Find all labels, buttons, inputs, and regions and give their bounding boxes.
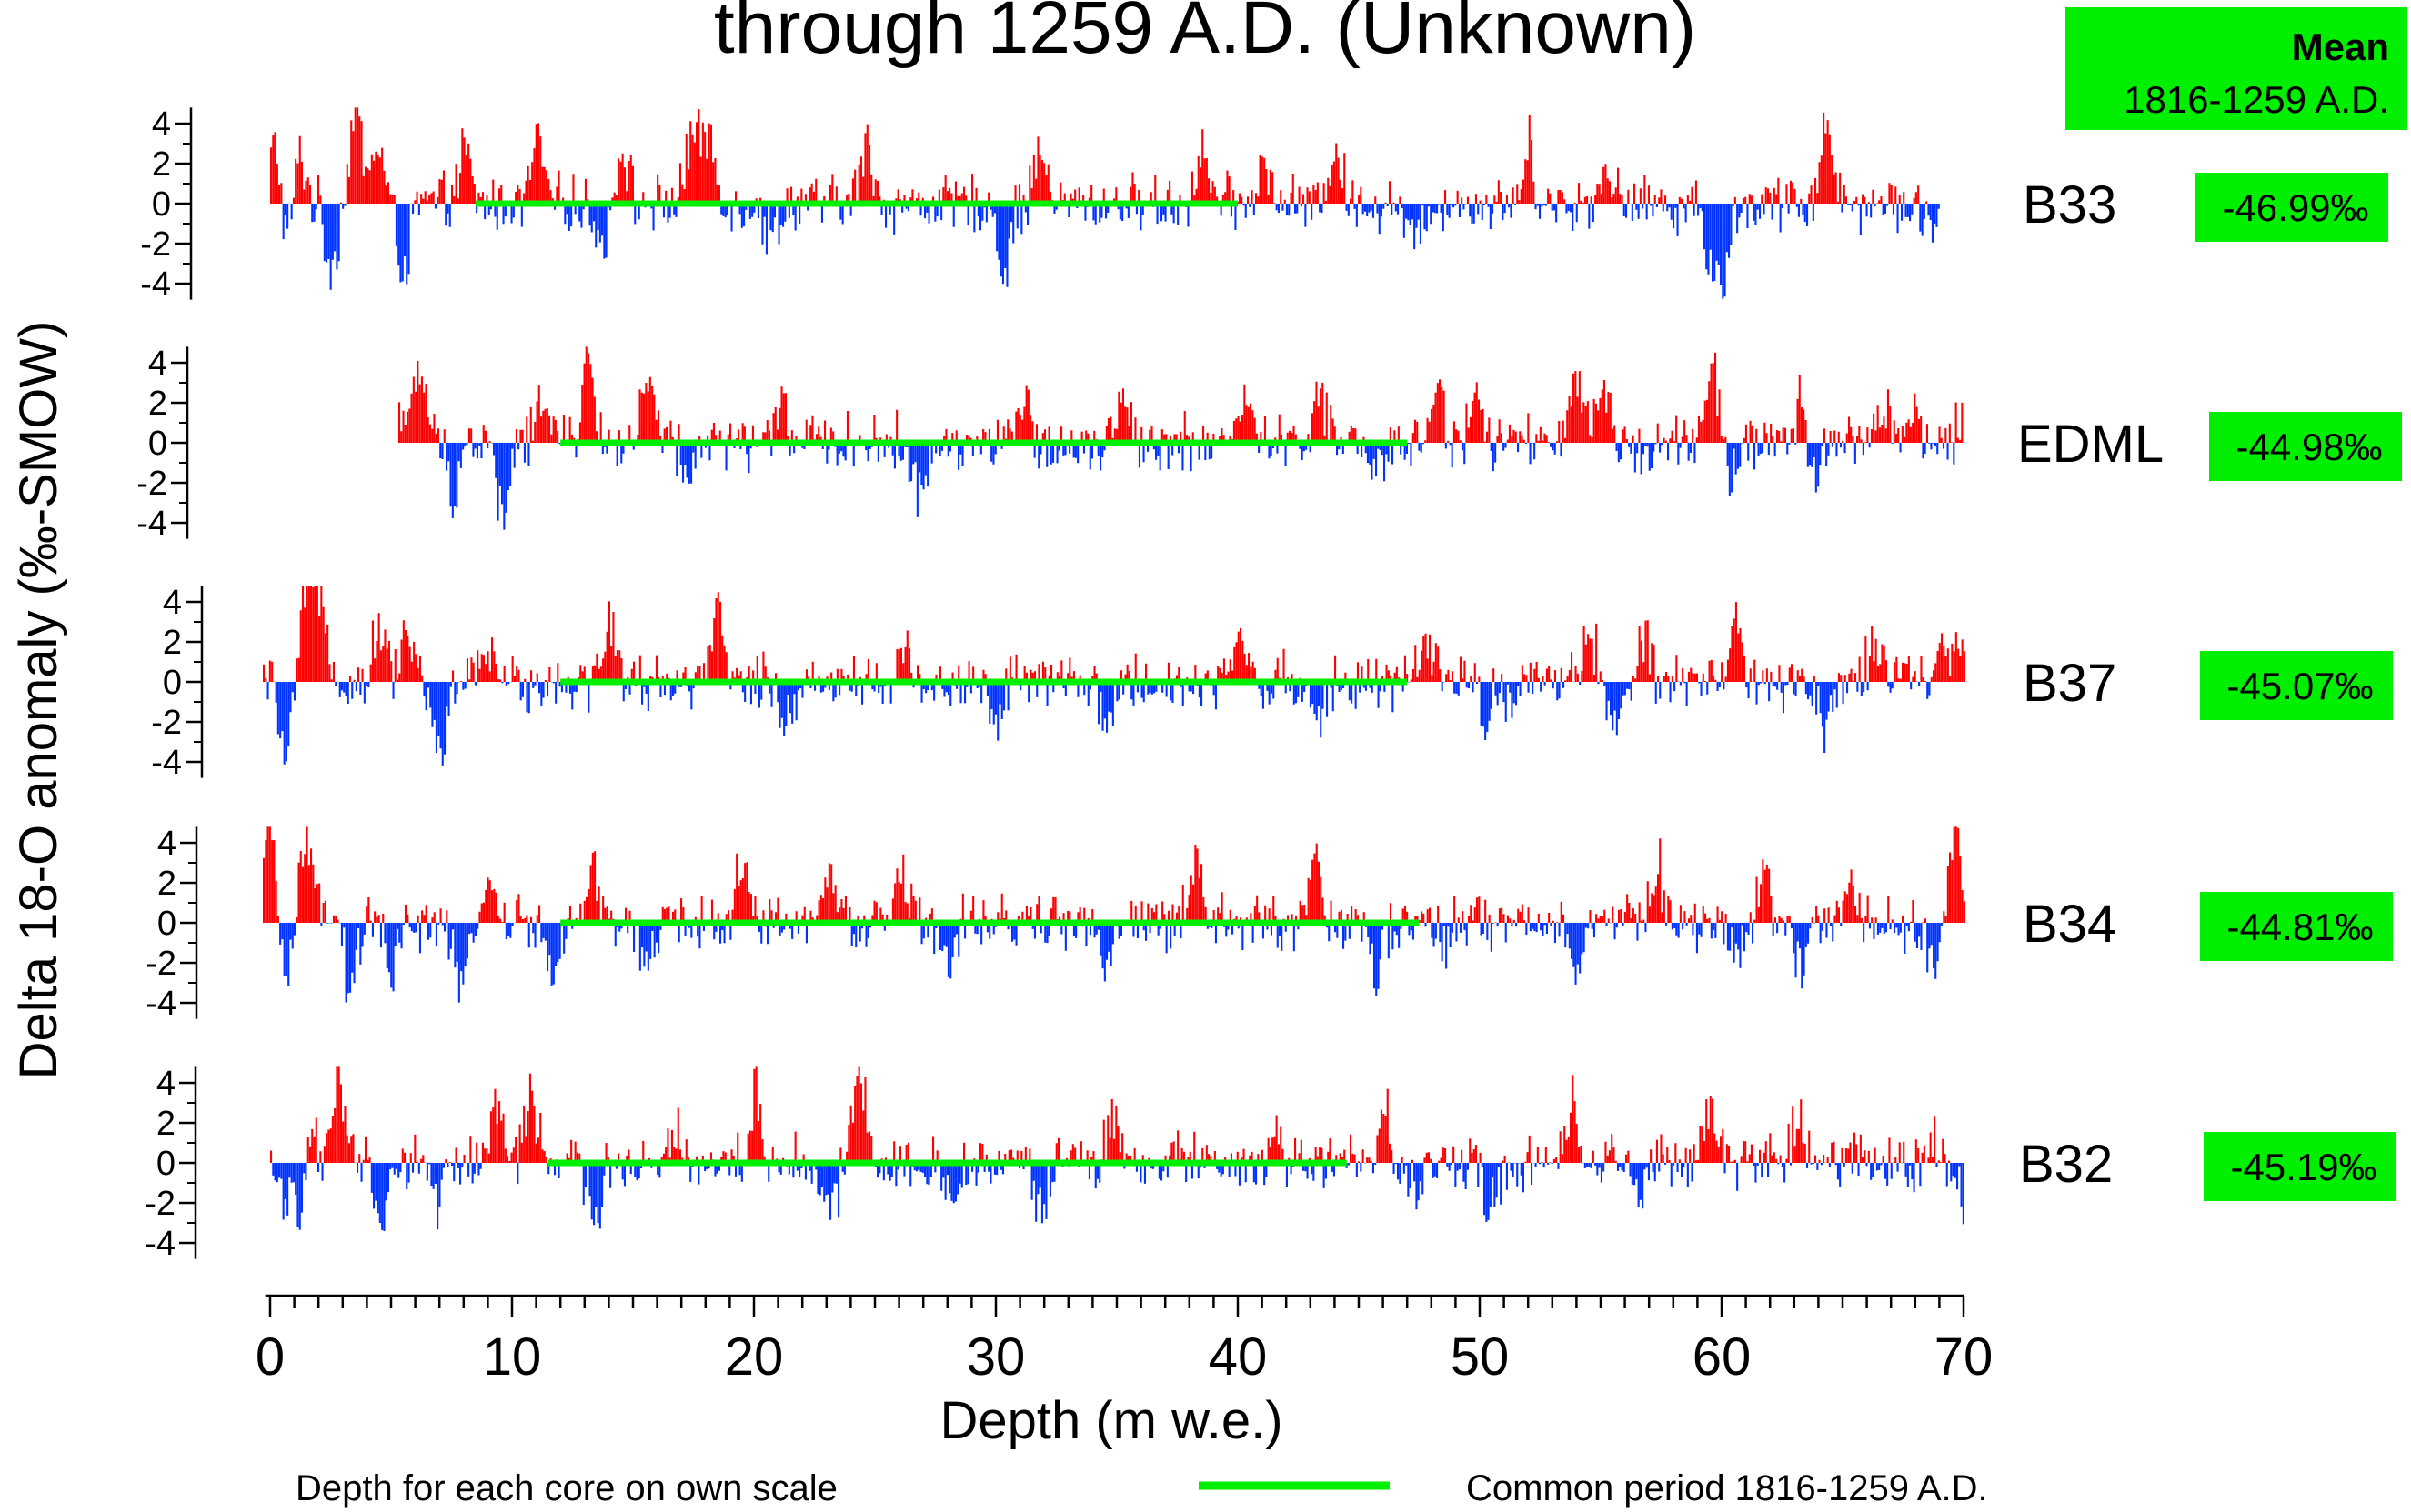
core-panel-b34: 420-2-4 B34 -44.81‰ xyxy=(146,825,2393,1023)
y-tick-label: -2 xyxy=(145,1185,176,1223)
positive-anomaly-bars xyxy=(270,1066,1951,1163)
mean-box xyxy=(2200,892,2393,961)
x-tick-label: 20 xyxy=(725,1327,784,1387)
core-label-edml: EDML xyxy=(2017,415,2164,474)
negative-anomaly-bars xyxy=(282,204,1940,299)
mean-box xyxy=(2195,173,2388,242)
y-tick-label: 2 xyxy=(163,624,182,662)
positive-anomaly-bars xyxy=(263,826,1965,923)
mean-box xyxy=(2204,1132,2396,1201)
mean-header-box xyxy=(2065,7,2407,130)
y-tick-label: -4 xyxy=(145,1225,176,1263)
y-tick-label: 0 xyxy=(156,1145,176,1183)
core-panel-b37: 420-2-4 B37 -45.07‰ xyxy=(151,584,2393,782)
core-label-b37: B37 xyxy=(2023,654,2116,713)
x-tick-label: 50 xyxy=(1451,1327,1510,1387)
y-tick-label: 0 xyxy=(152,185,171,224)
y-tick-label: 4 xyxy=(156,1065,176,1103)
positive-anomaly-bars xyxy=(270,107,1928,204)
x-tick-label: 30 xyxy=(967,1327,1026,1387)
y-tick-label: -4 xyxy=(140,265,171,304)
mean-box xyxy=(2200,651,2393,720)
negative-anomaly-bars xyxy=(266,682,1931,766)
core-panel-b33: 420-2-4 B33 -46.99‰ xyxy=(140,105,2388,304)
mean-header: Mean 1816-1259 A.D. xyxy=(2065,7,2407,130)
mean-header-title: Mean xyxy=(2292,25,2389,68)
chart-title: through 1259 A.D. (Unknown) xyxy=(714,0,1696,69)
x-tick-label: 40 xyxy=(1209,1327,1268,1387)
core-panel-b32: 420-2-4 B32 -45.19‰ xyxy=(145,1065,2396,1263)
y-tick-label: -2 xyxy=(140,225,171,264)
legend-left-text: Depth for each core on own scale xyxy=(296,1468,838,1508)
y-tick-label: -4 xyxy=(136,505,167,543)
y-tick-label: 4 xyxy=(152,105,171,144)
core-label-b34: B34 xyxy=(2023,895,2116,954)
x-tick-label: 10 xyxy=(483,1327,542,1387)
negative-anomaly-bars xyxy=(279,923,1944,1003)
negative-anomaly-bars xyxy=(272,1163,1964,1231)
mean-value-b33: -46.99‰ xyxy=(2222,186,2368,229)
mean-value-b37: -45.07‰ xyxy=(2226,665,2373,707)
core-label-b32: B32 xyxy=(2019,1135,2113,1194)
y-tick-label: -2 xyxy=(151,704,182,742)
y-tick-label: 0 xyxy=(148,425,167,463)
positive-anomaly-bars xyxy=(263,586,1965,682)
y-tick-label: -4 xyxy=(146,985,176,1023)
y-tick-label: 4 xyxy=(148,345,167,383)
y-tick-label: 4 xyxy=(157,825,176,863)
x-tick-label: 60 xyxy=(1693,1327,1752,1387)
y-tick-label: 4 xyxy=(163,584,182,622)
mean-value-b32: -45.19‰ xyxy=(2230,1146,2376,1188)
y-tick-label: -2 xyxy=(146,945,176,983)
positive-anomaly-bars xyxy=(398,346,1964,443)
y-tick-label: -4 xyxy=(151,744,182,782)
negative-anomaly-bars xyxy=(439,443,1965,530)
core-panel-edml: 420-2-4 EDML -44.98‰ xyxy=(136,345,2402,543)
core-label-b33: B33 xyxy=(2023,175,2116,235)
x-tick-label: 0 xyxy=(256,1327,285,1387)
mean-value-b34: -44.81‰ xyxy=(2226,906,2373,948)
mean-box xyxy=(2209,412,2402,481)
y-axis-title: Delta 18-O anomaly (‰-SMOW) xyxy=(9,321,68,1080)
y-tick-label: 2 xyxy=(156,1105,176,1143)
mean-value-edml: -44.98‰ xyxy=(2235,426,2382,468)
x-axis-title: Depth (m w.e.) xyxy=(939,1391,1282,1450)
legend: Depth for each core on own scale Common … xyxy=(296,1468,1988,1508)
y-tick-label: 0 xyxy=(163,664,182,702)
x-axis: 0 10 20 30 40 50 60 70 xyxy=(256,1294,1994,1387)
y-tick-label: 2 xyxy=(157,865,176,903)
y-tick-label: -2 xyxy=(136,465,167,503)
y-tick-label: 2 xyxy=(148,385,167,423)
y-tick-label: 2 xyxy=(152,145,171,184)
legend-right-text: Common period 1816-1259 A.D. xyxy=(1466,1468,1988,1508)
mean-header-subtitle: 1816-1259 A.D. xyxy=(2124,78,2389,121)
y-tick-label: 0 xyxy=(157,905,176,943)
x-tick-label: 70 xyxy=(1934,1327,1994,1387)
